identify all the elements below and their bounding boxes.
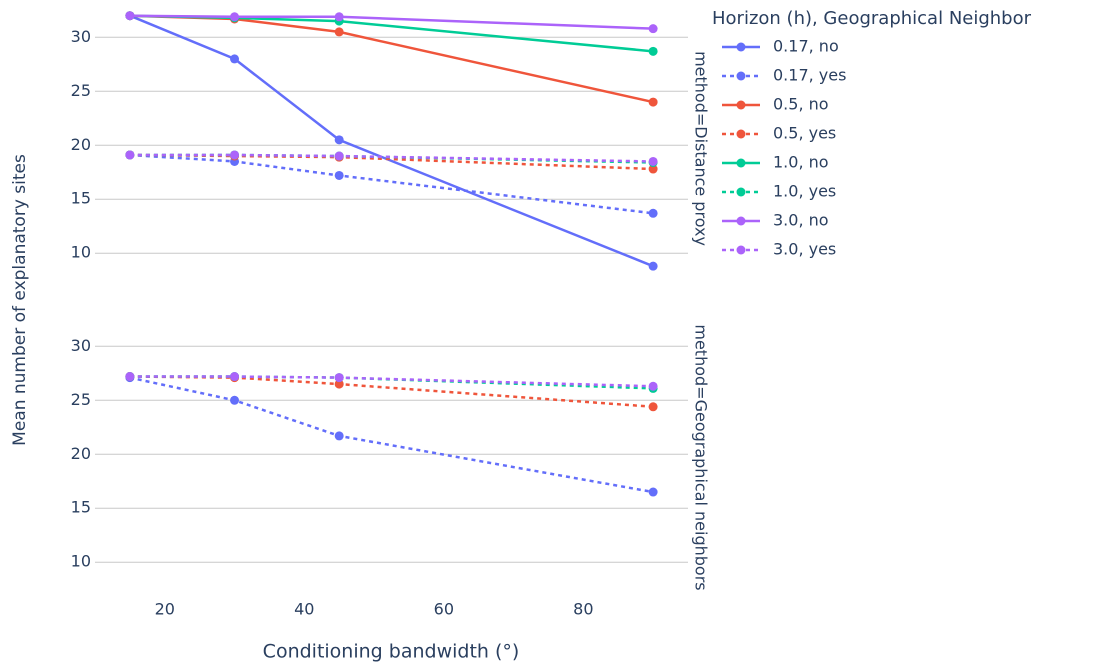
marker <box>230 150 240 160</box>
marker <box>230 372 240 382</box>
legend-marker <box>736 158 746 168</box>
marker <box>648 46 658 56</box>
y-tick-label: 15 <box>71 498 91 517</box>
x-tick-label: 60 <box>434 600 454 619</box>
series-line <box>129 376 654 494</box>
y-tick-label: 10 <box>71 243 91 262</box>
x-axis-title: Conditioning bandwidth (°) <box>263 641 520 663</box>
y-tick-label: 25 <box>71 390 91 409</box>
marker <box>334 379 344 389</box>
legend-marker <box>736 42 746 52</box>
marker <box>648 164 658 174</box>
marker <box>334 431 344 441</box>
y-tick-label: 20 <box>71 135 91 154</box>
legend-marker <box>736 100 746 110</box>
legend-marker <box>736 216 746 226</box>
series-line <box>129 14 654 30</box>
marker <box>125 11 135 21</box>
series-line <box>129 14 654 268</box>
legend-marker <box>736 129 746 139</box>
y-axis-title: Mean number of explanatory sites <box>10 154 30 446</box>
series-line <box>129 375 654 388</box>
marker <box>648 381 658 391</box>
legend-title: Horizon (h), Geographical Neighbor <box>712 8 1032 29</box>
legend-label: 0.5, no <box>773 95 829 114</box>
y-tick-label: 30 <box>71 336 91 355</box>
legend-label: 1.0, no <box>773 153 829 172</box>
marker <box>334 151 344 161</box>
legend-marker <box>736 71 746 81</box>
series-line <box>129 14 654 53</box>
marker <box>648 208 658 218</box>
marker <box>334 12 344 22</box>
y-tick-label: 10 <box>71 552 91 571</box>
marker <box>334 170 344 180</box>
marker <box>648 97 658 107</box>
marker <box>648 261 658 271</box>
marker <box>230 12 240 22</box>
marker <box>125 150 135 160</box>
legend-label: 3.0, yes <box>773 240 836 259</box>
series-line <box>129 153 654 215</box>
marker <box>125 372 135 382</box>
legend-label: 3.0, no <box>773 211 829 230</box>
legend-label: 0.5, yes <box>773 124 836 143</box>
legend-label: 0.17, yes <box>773 66 846 85</box>
marker <box>230 54 240 64</box>
series-line <box>129 375 654 409</box>
marker <box>334 27 344 37</box>
legend-marker <box>736 187 746 197</box>
y-tick-label: 15 <box>71 189 91 208</box>
marker <box>648 487 658 497</box>
x-tick-label: 20 <box>155 600 175 619</box>
marker <box>648 402 658 412</box>
y-tick-label: 30 <box>71 27 91 46</box>
legend-marker <box>736 245 746 255</box>
facet-label: method=Distance proxy <box>692 51 711 246</box>
facet-label: method=Geographical neighbors <box>692 324 711 590</box>
legend-label: 0.17, no <box>773 37 839 56</box>
series-line <box>129 375 654 390</box>
series-line <box>129 14 654 104</box>
y-tick-label: 25 <box>71 81 91 100</box>
marker <box>334 373 344 383</box>
marker <box>648 24 658 34</box>
marker <box>230 395 240 405</box>
legend-label: 1.0, yes <box>773 182 836 201</box>
y-tick-label: 20 <box>71 444 91 463</box>
marker <box>648 156 658 166</box>
x-tick-label: 40 <box>294 600 314 619</box>
x-tick-label: 80 <box>573 600 593 619</box>
marker <box>334 135 344 145</box>
